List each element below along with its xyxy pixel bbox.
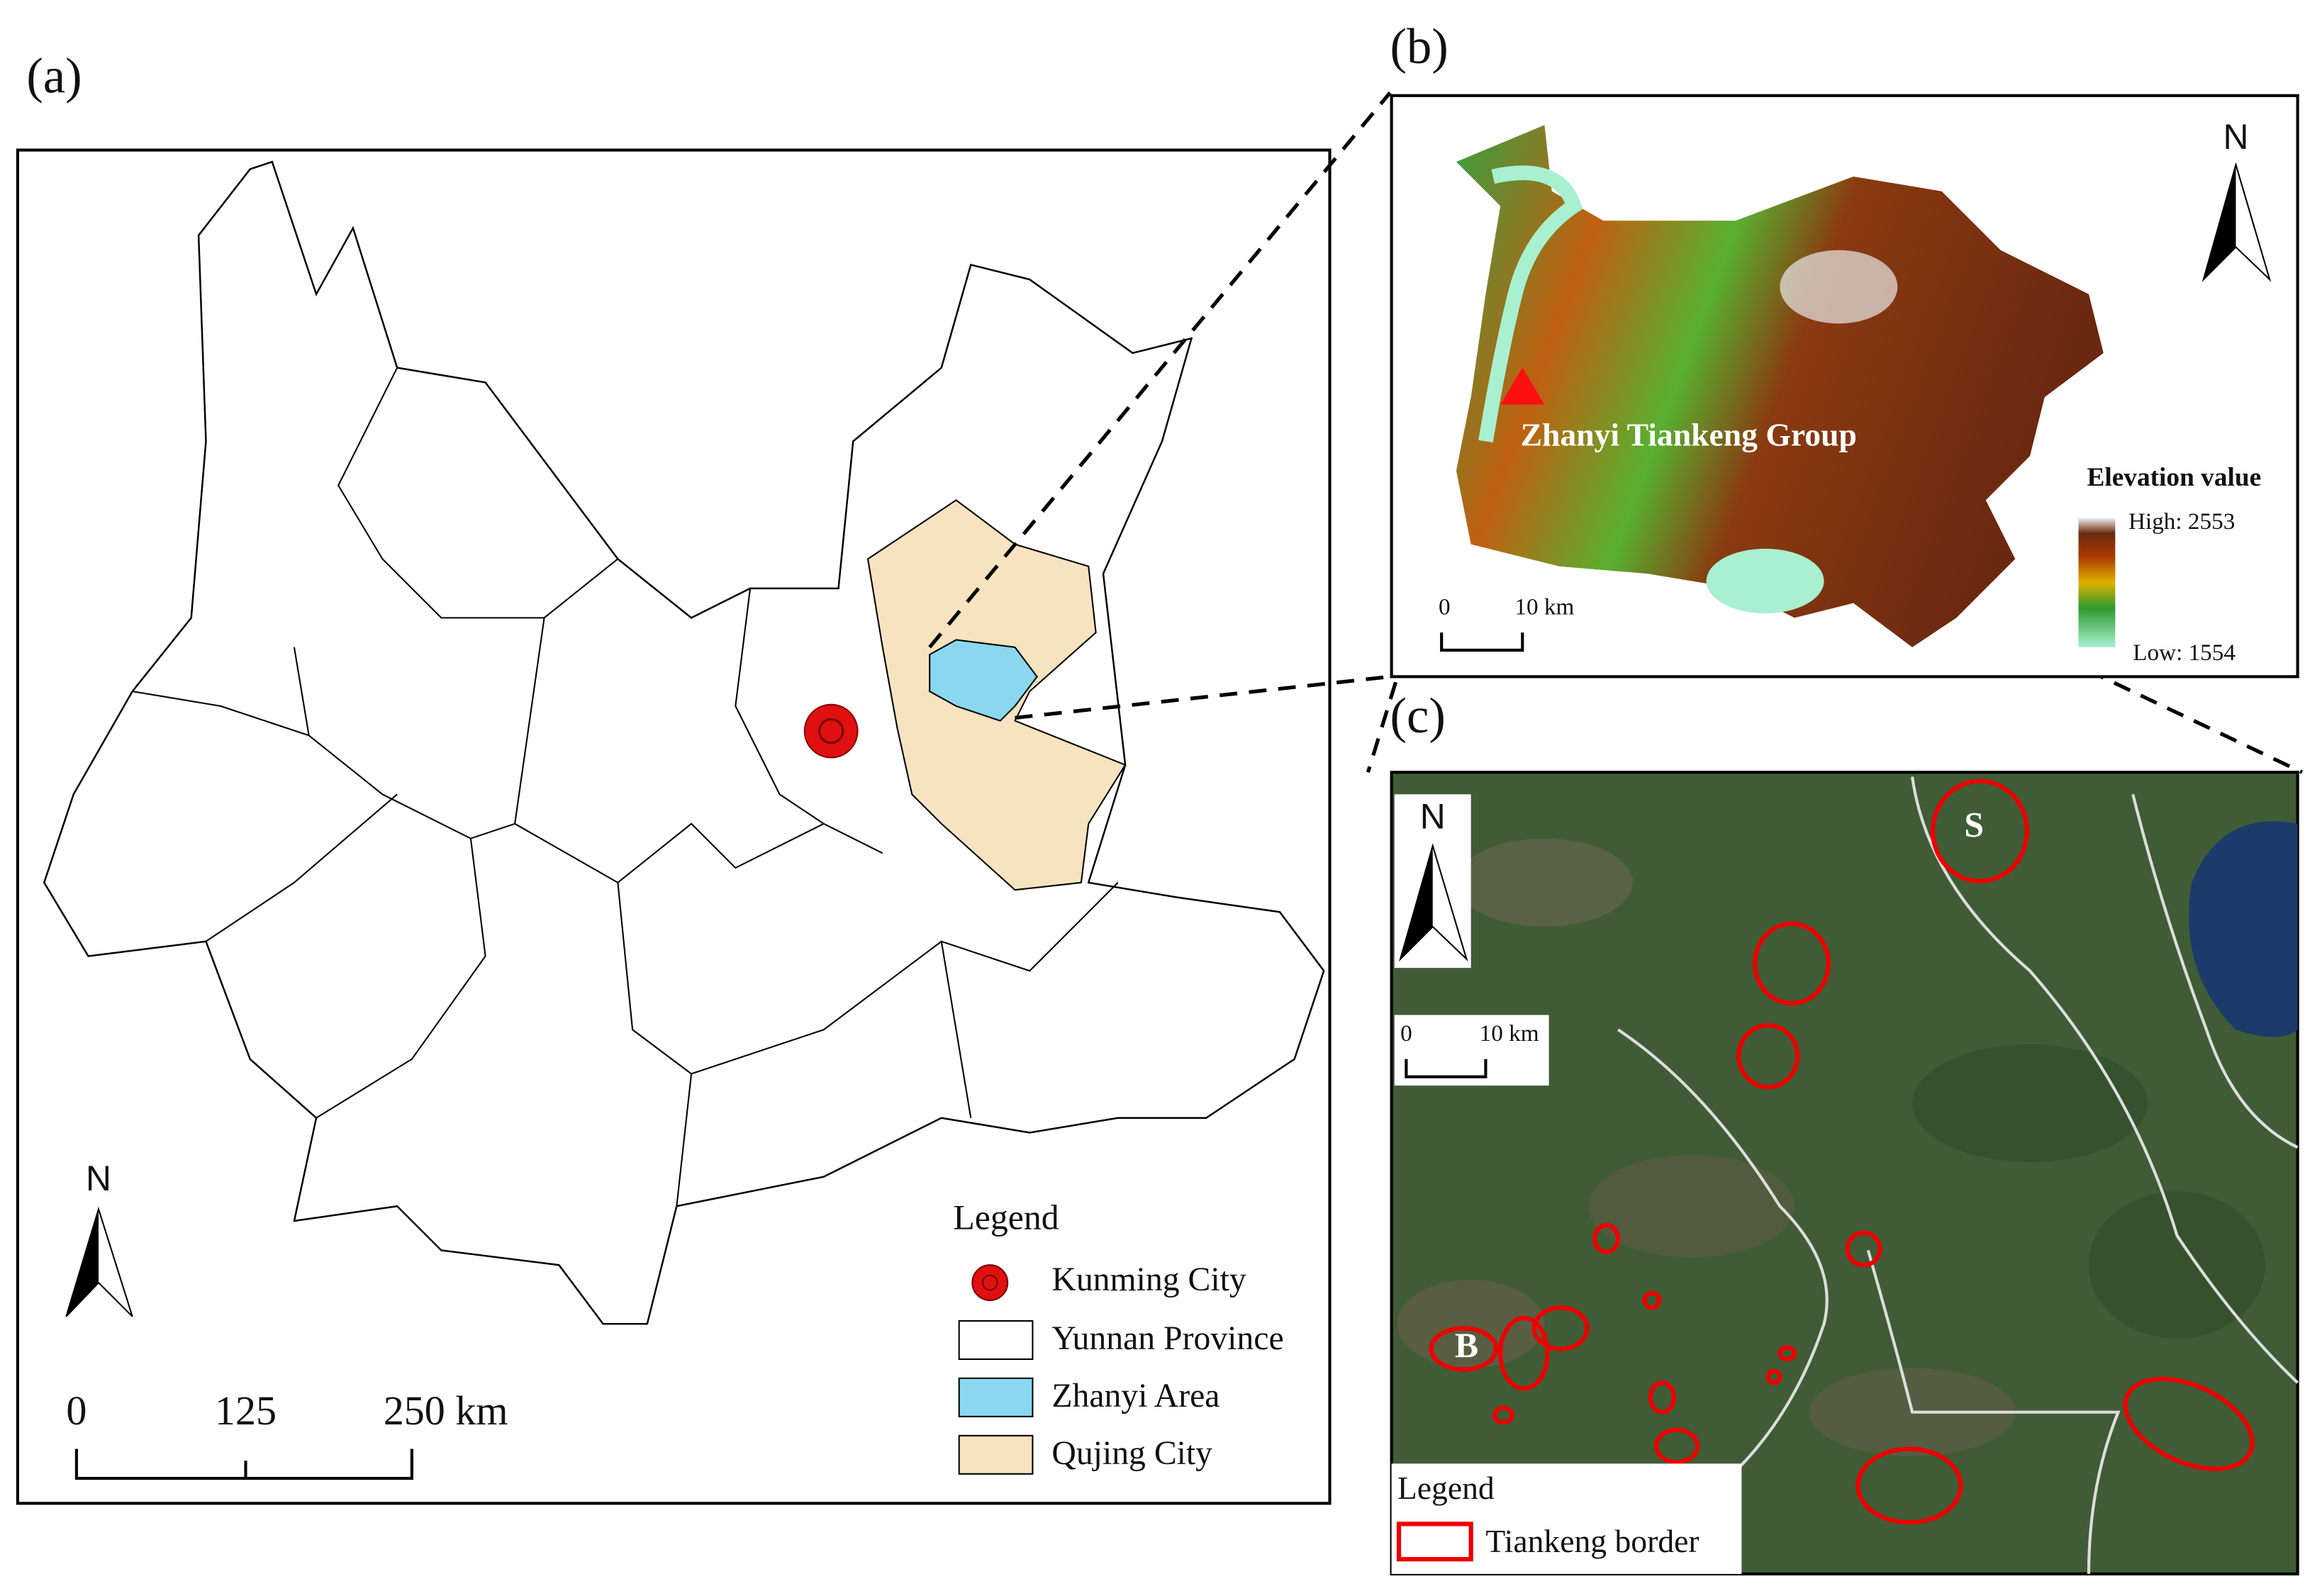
panel-label: (c) xyxy=(1390,688,1446,744)
kunming-marker xyxy=(803,703,859,759)
north-label: N xyxy=(1420,797,1446,837)
legend-title: Legend xyxy=(953,1198,1059,1237)
legend-item: Zhanyi Area xyxy=(1051,1377,1220,1414)
legend-symbol xyxy=(1396,1522,1473,1562)
lowland xyxy=(1706,548,1824,614)
legend-symbol xyxy=(958,1320,1034,1361)
north-label: N xyxy=(2223,117,2249,157)
legend-item: Tiankeng border xyxy=(1485,1523,1699,1559)
scale-label: 10 km xyxy=(1514,594,1574,620)
prefecture-boundaries xyxy=(132,367,1119,1207)
legend-item: Qujing City xyxy=(1051,1434,1212,1472)
legend-symbol xyxy=(971,1264,1009,1302)
scale-label: 0 xyxy=(66,1388,86,1434)
scale-label: 0 xyxy=(1400,1020,1412,1047)
zhanyi-area xyxy=(929,639,1038,722)
kunming-marker-inner xyxy=(818,718,844,744)
elevation-map xyxy=(1456,125,2104,647)
marker-label: B xyxy=(1455,1326,1478,1365)
lake xyxy=(2189,821,2298,1037)
legend-symbol xyxy=(958,1377,1034,1417)
marker-label: S xyxy=(1964,805,1984,844)
highland xyxy=(1780,250,1898,324)
legend-symbol xyxy=(981,1274,998,1291)
roads xyxy=(1617,776,2299,1574)
legend-low: Low: 1554 xyxy=(2133,640,2236,666)
legend-item: Kunming City xyxy=(1051,1261,1246,1298)
tiankeng-borders xyxy=(1429,779,2255,1525)
river xyxy=(1478,165,1583,443)
scale-label: 125 xyxy=(215,1388,277,1434)
legend-title: Legend xyxy=(1397,1470,1495,1506)
terrain-texture xyxy=(1397,838,2265,1456)
annotation: Zhanyi Tiankeng Group xyxy=(1521,417,1857,453)
site-marker xyxy=(1500,367,1545,405)
panel-label: (b) xyxy=(1390,19,1449,74)
scale-label: 0 xyxy=(1439,594,1451,620)
scale-bar xyxy=(1405,1059,1488,1078)
scale-label: 10 km xyxy=(1480,1020,1539,1047)
north-label: N xyxy=(86,1159,111,1198)
panel-label: (a) xyxy=(26,48,82,104)
legend-title: Elevation value xyxy=(2087,463,2261,492)
legend-symbol xyxy=(958,1434,1034,1475)
scale-box xyxy=(1394,1015,1549,1086)
scale-label: 250 km xyxy=(384,1388,508,1434)
legend-item: Yunnan Province xyxy=(1051,1319,1283,1357)
color-bar xyxy=(2078,518,2116,647)
scale-bar xyxy=(1440,632,1524,652)
legend-high: High: 2553 xyxy=(2128,508,2235,535)
yunnan-outline xyxy=(43,160,1325,1325)
